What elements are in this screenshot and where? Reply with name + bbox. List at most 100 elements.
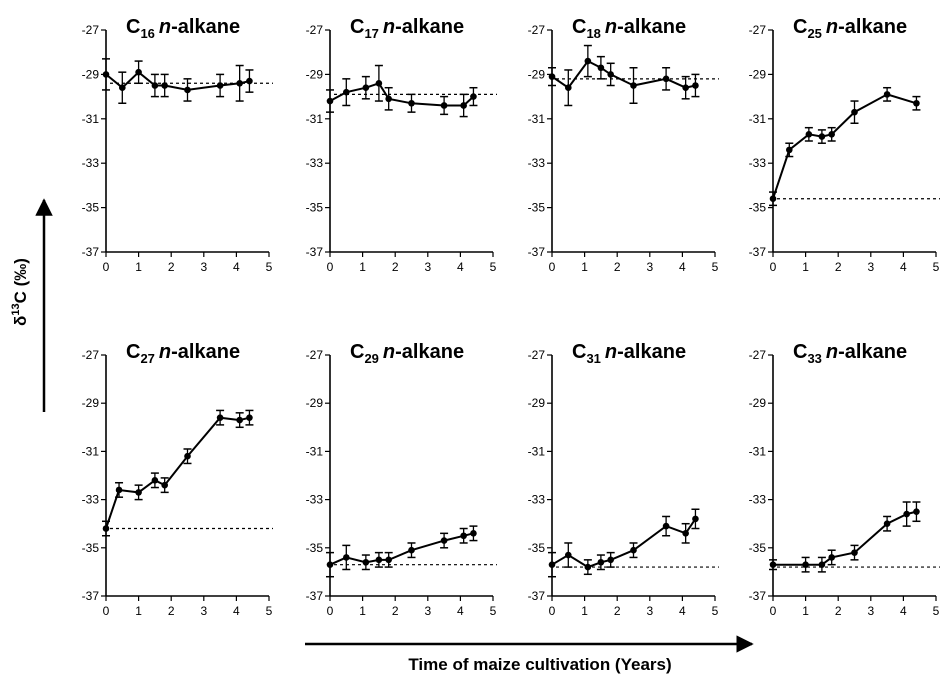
panel-title-n: n bbox=[383, 341, 395, 363]
y-tick-label: -33 bbox=[82, 156, 100, 170]
series-line bbox=[329, 532, 474, 566]
data-point bbox=[343, 554, 350, 561]
y-tick-label: -31 bbox=[306, 444, 324, 458]
panel-title-rest: -alkane bbox=[171, 341, 240, 363]
x-tick-label: 5 bbox=[266, 260, 273, 274]
data-point bbox=[460, 532, 467, 540]
panel-title-n: n bbox=[605, 16, 617, 38]
y-tick-label: -35 bbox=[82, 541, 100, 555]
panel-title-rest: -alkane bbox=[838, 341, 907, 363]
data-point bbox=[408, 546, 415, 554]
panel-c31: -27 -29 -31 -33 -35 -370 1 2 3 4 5 C31 n-alkane bbox=[528, 341, 719, 618]
y-axis-label: δ13C (‰) bbox=[10, 258, 30, 326]
data-point bbox=[883, 520, 891, 527]
x-tick-label: 1 bbox=[359, 604, 366, 618]
x-tick-label: 5 bbox=[490, 604, 497, 618]
x-tick-label: 1 bbox=[359, 260, 366, 274]
panel-title-name: n-alkane bbox=[605, 341, 686, 363]
panel-title-name: n-alkane bbox=[159, 341, 240, 363]
data-point bbox=[818, 133, 826, 140]
data-point bbox=[692, 82, 699, 89]
x-tick-label: 0 bbox=[103, 260, 110, 274]
y-axis-label-group: δ13C (‰) bbox=[10, 198, 53, 412]
panel-title-n: n bbox=[159, 16, 171, 38]
data-point bbox=[786, 146, 793, 154]
y-tick-label: -29 bbox=[306, 67, 324, 81]
data-point bbox=[119, 84, 126, 92]
series-line bbox=[773, 510, 917, 566]
panels-container: -27 -29 -31 -33 -35 -37 0 1 2 3 4 5 C16 n-alkane -27 -2… bbox=[82, 16, 940, 618]
y-tick-label: -37 bbox=[528, 245, 546, 259]
y-tick-label: -35 bbox=[528, 201, 546, 215]
x-tick-label: 1 bbox=[581, 604, 588, 618]
panel-title-sub: 31 bbox=[586, 351, 600, 366]
data-point bbox=[470, 530, 477, 537]
data-point bbox=[362, 84, 370, 92]
panel-title-rest: -alkane bbox=[395, 341, 464, 363]
x-tick-label: 0 bbox=[549, 604, 556, 618]
series-line bbox=[551, 59, 696, 90]
x-tick-label: 2 bbox=[168, 604, 175, 618]
y-axis-label-sup: 13 bbox=[10, 303, 22, 315]
panel-title-sub: 29 bbox=[364, 351, 378, 366]
x-tick-label: 1 bbox=[135, 260, 142, 274]
y-tick-label: -35 bbox=[82, 201, 100, 215]
x-tick-label: 5 bbox=[490, 260, 497, 274]
data-point bbox=[565, 84, 572, 92]
y-tick-label: -35 bbox=[749, 201, 767, 215]
panel-c18: -27 -29 -31 -33 -35 -370 1 2 3 4 5 C18 n-alkane bbox=[528, 16, 719, 274]
data-point bbox=[607, 71, 614, 78]
y-tick-label: -31 bbox=[749, 112, 767, 126]
panel-title-n: n bbox=[159, 341, 171, 363]
x-tick-label: 5 bbox=[712, 604, 719, 618]
x-tick-label: 5 bbox=[712, 260, 719, 274]
panel-title-rest: -alkane bbox=[838, 16, 907, 38]
y-tick-label: -27 bbox=[82, 23, 100, 37]
x-tick-label: 1 bbox=[802, 604, 809, 618]
y-tick-label: -29 bbox=[749, 396, 767, 410]
y-tick-label: -29 bbox=[528, 67, 546, 81]
data-point bbox=[692, 515, 699, 523]
x-tick-label: 1 bbox=[581, 260, 588, 274]
panel-title-sub: 25 bbox=[807, 26, 821, 41]
data-point bbox=[236, 79, 243, 87]
data-point bbox=[440, 102, 448, 109]
data-point bbox=[565, 551, 572, 559]
data-point bbox=[135, 68, 142, 76]
data-point bbox=[597, 64, 605, 72]
data-point bbox=[851, 108, 858, 116]
panel-title-name: n-alkane bbox=[383, 16, 464, 38]
x-tick-label: 0 bbox=[103, 604, 110, 618]
x-tick-label: 0 bbox=[770, 604, 777, 618]
y-tick-label: -33 bbox=[528, 156, 546, 170]
panel-title-sub: 33 bbox=[807, 351, 821, 366]
data-point bbox=[362, 558, 370, 566]
data-point bbox=[408, 99, 415, 107]
x-tick-label: 3 bbox=[646, 604, 653, 618]
x-tick-label: 0 bbox=[770, 260, 777, 274]
panel-c17: -27 -29 -31 -33 -35 -370 1 2 3 4 5 C17 n-alkane bbox=[306, 16, 497, 274]
data-point bbox=[682, 84, 689, 92]
y-tick-label: -29 bbox=[306, 396, 324, 410]
panel-title: C16 n-alkane bbox=[126, 16, 240, 41]
y-tick-label: -27 bbox=[749, 23, 767, 37]
data-point bbox=[161, 481, 168, 489]
data-point bbox=[184, 452, 191, 460]
y-tick-label: -27 bbox=[528, 23, 546, 37]
panel-title-rest: -alkane bbox=[171, 16, 240, 38]
y-tick-label: -29 bbox=[82, 67, 100, 81]
data-point bbox=[903, 510, 910, 518]
x-tick-label: 4 bbox=[679, 604, 686, 618]
data-point bbox=[769, 195, 777, 203]
x-tick-label: 3 bbox=[424, 604, 431, 618]
y-tick-label: -29 bbox=[82, 396, 100, 410]
panel-title-n: n bbox=[383, 16, 395, 38]
data-point bbox=[584, 563, 592, 571]
y-tick-label: -31 bbox=[528, 112, 546, 126]
data-point bbox=[326, 97, 334, 105]
data-point bbox=[151, 477, 159, 484]
panel-title-sub: 17 bbox=[364, 26, 378, 41]
y-tick-label: -29 bbox=[528, 396, 546, 410]
panel-title-n: n bbox=[826, 341, 838, 363]
